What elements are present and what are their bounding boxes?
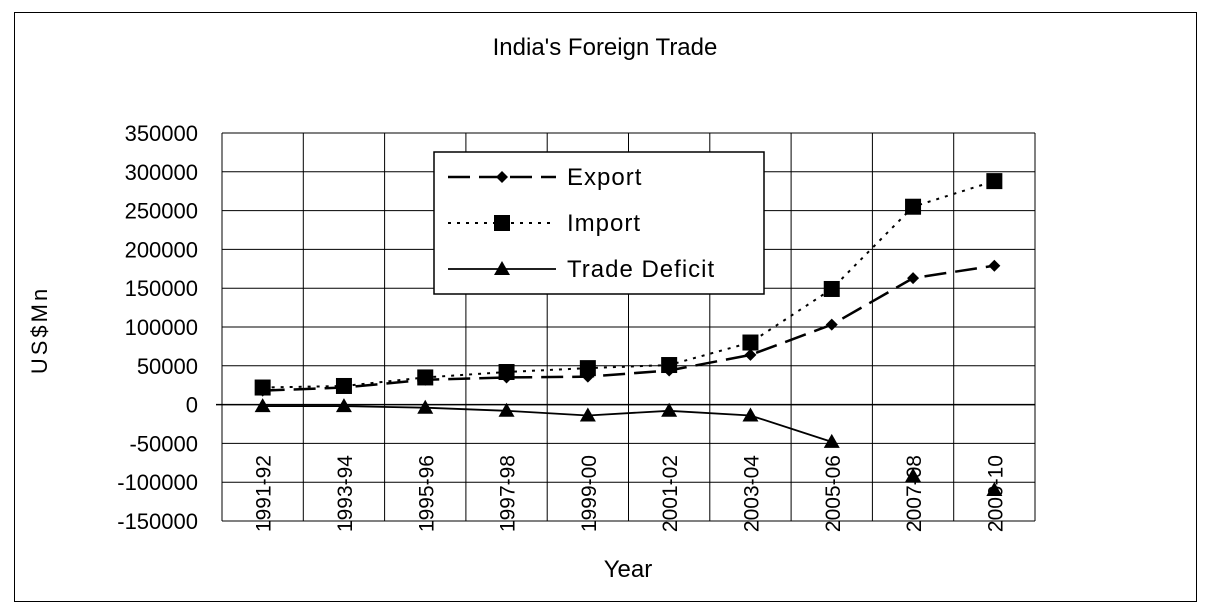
x-tick-labels: 1991-92 1993-94 1995-96 1997-98 1999-00 2001-… (253, 455, 1008, 532)
x-tick-label: 2005-06 (822, 455, 845, 532)
y-tick-label: 50000 (137, 354, 198, 379)
data-point (254, 379, 271, 396)
legend-item: Export (448, 164, 642, 191)
chart-title: India's Foreign Trade (493, 34, 718, 61)
x-tick-label: 1995-96 (415, 455, 438, 532)
chart-frame (14, 12, 1197, 602)
data-point (335, 377, 352, 394)
x-tick-label: 1993-94 (334, 455, 357, 532)
series-line (262, 264, 995, 392)
x-tick-label: 1999-00 (578, 455, 601, 532)
y-tick-labels: 350000 300000 250000 200000 150000 100000 5000… (117, 121, 198, 534)
y-tick-label: -50000 (129, 431, 198, 456)
data-point (661, 357, 678, 374)
series-line (262, 405, 833, 443)
y-tick-label: 350000 (125, 121, 198, 146)
legend-label: Export (567, 164, 642, 191)
data-point (498, 364, 515, 381)
legend-marker (494, 261, 510, 275)
x-tick-label: 1997-98 (497, 455, 520, 532)
data-point (498, 402, 515, 417)
x-tick-label: 2001-02 (659, 455, 682, 532)
x-tick-label: 1991-92 (253, 455, 276, 532)
data-point (417, 399, 434, 414)
y-axis-label: US$Mn (27, 286, 52, 374)
y-tick-label: 200000 (125, 237, 198, 262)
x-axis-label: Year (604, 556, 653, 583)
series-group (254, 173, 1003, 496)
data-point (417, 369, 434, 386)
data-point (579, 407, 596, 422)
data-point (907, 272, 920, 285)
data-point (742, 334, 759, 351)
data-point (825, 318, 838, 331)
y-tick-label: -100000 (117, 470, 198, 495)
series-trade-deficit (254, 398, 1003, 496)
data-point (986, 173, 1003, 190)
data-point (335, 398, 352, 413)
data-point (742, 407, 759, 422)
data-point (823, 280, 840, 297)
legend-marker (494, 215, 510, 231)
data-point (579, 360, 596, 377)
data-point (823, 433, 840, 448)
x-tick-label: 2007-08 (903, 455, 926, 532)
y-tick-label: 300000 (125, 160, 198, 185)
legend-box (433, 151, 765, 295)
legend: Export Import Trade Deficit (433, 151, 765, 295)
y-tick-label: 150000 (125, 276, 198, 301)
data-point (986, 481, 1003, 496)
legend-item: Import (448, 210, 641, 237)
data-point (744, 348, 757, 361)
legend-label: Import (567, 210, 641, 237)
data-point (988, 259, 1001, 272)
x-tick-label: 2003-04 (740, 455, 763, 532)
data-point (661, 402, 678, 417)
data-point (905, 198, 922, 215)
y-tick-label: -150000 (117, 509, 198, 534)
y-tick-label: 250000 (125, 199, 198, 224)
legend-marker (496, 171, 508, 183)
y-tick-label: 100000 (125, 315, 198, 340)
series-import (254, 173, 1003, 396)
legend-label: Trade Deficit (567, 256, 715, 283)
legend-item: Trade Deficit (448, 256, 715, 283)
data-point (905, 467, 922, 482)
data-point (254, 398, 271, 413)
y-tick-label: 0 (186, 393, 198, 418)
